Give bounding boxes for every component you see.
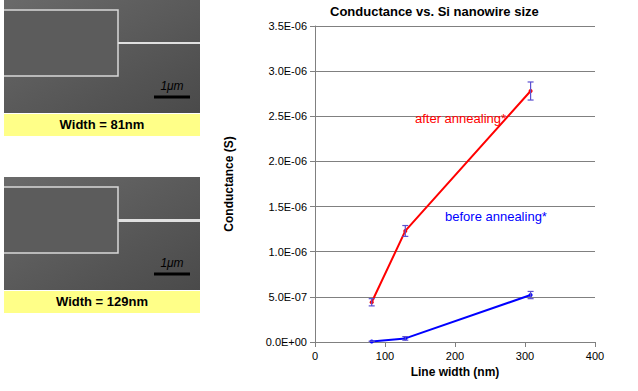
html-text:Width = 129nm: Width = 129nm — [56, 294, 148, 309]
svg-text:Conductance (S): Conductance (S) — [222, 136, 236, 231]
svg-text:3.5E-06: 3.5E-06 — [268, 20, 307, 32]
svg-text:2.0E-06: 2.0E-06 — [268, 155, 307, 167]
svg-text:2.5E-06: 2.5E-06 — [268, 110, 307, 122]
svg-text:before annealing*: before annealing* — [445, 209, 547, 224]
svg-text:1μm: 1μm — [160, 256, 183, 270]
svg-text:3.0E-06: 3.0E-06 — [268, 65, 307, 77]
svg-text:200: 200 — [446, 350, 464, 362]
html-text:Width = 81nm: Width = 81nm — [59, 117, 145, 132]
svg-text:after annealing*: after annealing* — [415, 111, 506, 126]
svg-text:400: 400 — [586, 350, 604, 362]
svg-text:300: 300 — [516, 350, 534, 362]
svg-text:5.0E-07: 5.0E-07 — [268, 291, 307, 303]
svg-text:0.0E+00: 0.0E+00 — [266, 336, 307, 348]
svg-text:1.5E-06: 1.5E-06 — [268, 201, 307, 213]
svg-text:1μm: 1μm — [160, 79, 183, 93]
svg-text:0: 0 — [312, 350, 318, 362]
svg-text:100: 100 — [376, 350, 394, 362]
svg-text:1.0E-06: 1.0E-06 — [268, 246, 307, 258]
svg-text:Conductance vs. Si nanowire si: Conductance vs. Si nanowire size — [330, 4, 539, 19]
svg-text:Line width (nm): Line width (nm) — [411, 365, 500, 379]
